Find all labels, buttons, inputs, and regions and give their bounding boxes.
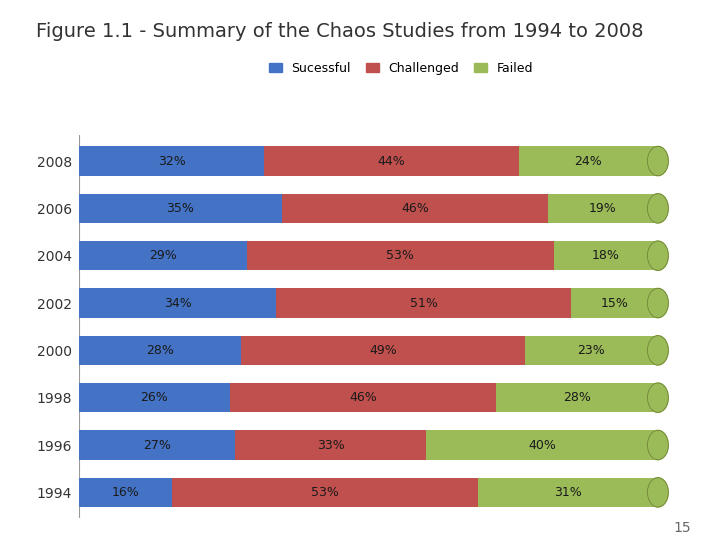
Bar xyxy=(235,430,426,460)
Bar xyxy=(519,146,658,176)
Ellipse shape xyxy=(647,146,668,176)
Text: 28%: 28% xyxy=(146,344,174,357)
Text: 15%: 15% xyxy=(600,296,629,309)
Text: 27%: 27% xyxy=(143,438,171,451)
Ellipse shape xyxy=(647,288,668,318)
Text: 53%: 53% xyxy=(311,486,339,499)
Bar xyxy=(79,288,276,318)
Text: 33%: 33% xyxy=(317,438,345,451)
Text: 26%: 26% xyxy=(140,391,168,404)
Bar xyxy=(548,194,658,223)
Text: 18%: 18% xyxy=(592,249,620,262)
Bar xyxy=(554,241,658,271)
Bar xyxy=(79,430,235,460)
Ellipse shape xyxy=(647,430,668,460)
Text: 29%: 29% xyxy=(149,249,177,262)
Text: 15: 15 xyxy=(674,521,691,535)
Bar xyxy=(79,478,172,507)
Text: 53%: 53% xyxy=(387,249,414,262)
Text: 34%: 34% xyxy=(163,296,192,309)
Legend: Sucessful, Challenged, Failed: Sucessful, Challenged, Failed xyxy=(264,57,539,80)
Text: 46%: 46% xyxy=(401,202,428,215)
Text: 49%: 49% xyxy=(369,344,397,357)
Bar xyxy=(496,383,658,413)
Ellipse shape xyxy=(647,383,668,413)
Text: 16%: 16% xyxy=(112,486,140,499)
Bar xyxy=(79,336,241,365)
Text: 40%: 40% xyxy=(528,438,556,451)
Text: 51%: 51% xyxy=(410,296,438,309)
Bar xyxy=(525,336,658,365)
Text: 46%: 46% xyxy=(349,391,377,404)
Bar xyxy=(426,430,658,460)
Bar xyxy=(230,383,496,413)
Ellipse shape xyxy=(647,336,668,365)
Bar xyxy=(282,194,548,223)
Bar xyxy=(79,383,230,413)
Bar xyxy=(479,478,658,507)
Text: 44%: 44% xyxy=(378,154,405,167)
Bar xyxy=(571,288,658,318)
Text: Figure 1.1 - Summary of the Chaos Studies from 1994 to 2008: Figure 1.1 - Summary of the Chaos Studie… xyxy=(36,22,644,40)
Text: 19%: 19% xyxy=(589,202,617,215)
Text: 28%: 28% xyxy=(563,391,591,404)
Bar xyxy=(241,336,525,365)
Bar xyxy=(79,146,264,176)
Text: 31%: 31% xyxy=(554,486,582,499)
Bar xyxy=(276,288,571,318)
Text: 24%: 24% xyxy=(575,154,603,167)
Bar xyxy=(247,241,554,271)
Text: 35%: 35% xyxy=(166,202,194,215)
Bar xyxy=(79,194,282,223)
Text: 23%: 23% xyxy=(577,344,606,357)
Bar xyxy=(172,478,479,507)
Bar xyxy=(264,146,519,176)
Ellipse shape xyxy=(647,241,668,271)
Bar xyxy=(79,241,247,271)
Text: 32%: 32% xyxy=(158,154,186,167)
Ellipse shape xyxy=(647,194,668,223)
Ellipse shape xyxy=(647,478,668,507)
